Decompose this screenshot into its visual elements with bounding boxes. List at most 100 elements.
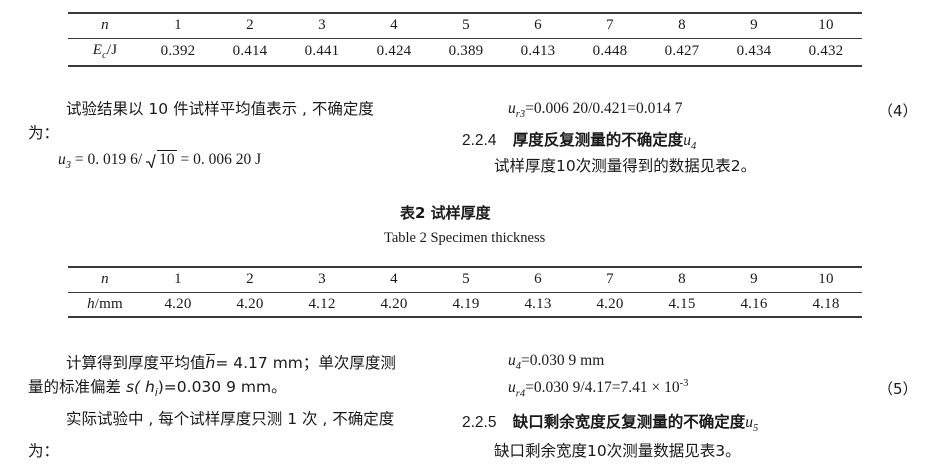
- formula-u3: u3 = 0. 019 6/ 10 = 0. 006 20 J: [58, 150, 261, 171]
- formula-ur4-body: =0.030 9/4.17=7.41 × 10: [525, 379, 680, 397]
- table2-col-7: 7: [574, 266, 646, 293]
- table1-cell: 0.414: [214, 38, 286, 67]
- sqrt-symbol: 10: [146, 150, 177, 169]
- table-header-row: n 1 2 3 4 5 6 7 8 9 10: [68, 266, 862, 293]
- table1-row-label: Ec/J: [68, 38, 142, 67]
- table1-cell: 0.432: [790, 38, 862, 67]
- left-paragraph-2-line-2: 量的标准偏差 s( hi)=0.030 9 mm。: [28, 376, 287, 401]
- table2-col-4: 4: [358, 266, 430, 293]
- table2-cell: 4.16: [718, 292, 790, 318]
- left-paragraph-2-line2-b: )=0.030 9 mm。: [157, 378, 287, 396]
- table1-row-sub: c: [102, 49, 107, 61]
- formula-u3-eq2: = 0. 006 20 J: [176, 151, 262, 168]
- table1-row-symbol: E: [92, 41, 103, 58]
- table1-col-8: 8: [646, 12, 718, 39]
- table2-col-5: 5: [430, 266, 502, 293]
- table2-cell: 4.19: [430, 292, 502, 318]
- formula-u4: u4=0.030 9 mm: [508, 352, 604, 372]
- table1-col-5: 5: [430, 12, 502, 39]
- table1-header-n: n: [68, 12, 142, 39]
- table2-cell: 4.12: [286, 292, 358, 318]
- formula-u4-sub: 4: [515, 361, 522, 373]
- left-paragraph-1-line-2: 为：: [28, 124, 60, 142]
- formula-u3-symbol: u: [58, 151, 66, 168]
- table-header-row: n 1 2 3 4 5 6 7 8 9 10: [68, 12, 862, 39]
- heading-2-2-4-number: 2.2.4: [462, 132, 497, 149]
- formula-ur3-sub: r3: [515, 109, 526, 121]
- table1-cell: 0.424: [358, 38, 430, 67]
- table1-col-10: 10: [790, 12, 862, 39]
- formula-u4-body: =0.030 9 mm: [521, 352, 605, 369]
- paragraph-2-2-4: 试样厚度10次测量得到的数据见表2。: [494, 157, 757, 175]
- radical-tick-icon: [146, 154, 156, 168]
- table1-cell: 0.448: [574, 38, 646, 67]
- formula-ur4: ur4=0.030 9/4.17=7.41 × 10-3: [508, 378, 688, 399]
- table2-header-n: n: [68, 266, 142, 293]
- table2-row-unit: /mm: [94, 295, 123, 312]
- table2-col-3: 3: [286, 266, 358, 293]
- heading-2-2-4-symbol-sub: 4: [690, 141, 697, 153]
- equation-number-4: （4）: [878, 102, 918, 120]
- table1-col-9: 9: [718, 12, 790, 39]
- formula-ur3-body: =0.006 20/0.421=0.014 7: [525, 100, 683, 117]
- left-paragraph-2-text-a: 计算得到厚度平均值: [66, 354, 206, 372]
- heading-2-2-5-symbol-sub: 5: [752, 423, 759, 435]
- heading-2-2-4-symbol: u: [683, 132, 691, 149]
- table1-cell: 0.413: [502, 38, 574, 67]
- table2-col-1: 1: [142, 266, 214, 293]
- left-paragraph-2-line2-a: 量的标准偏差: [28, 378, 126, 396]
- table1-row-unit: /J: [106, 41, 118, 58]
- mean-thickness-overbar: h: [205, 354, 216, 372]
- table2-cell: 4.20: [142, 292, 214, 318]
- heading-2-2-5-number: 2.2.5: [462, 414, 497, 431]
- table2-cell: 4.20: [214, 292, 286, 318]
- table1-cell: 0.392: [142, 38, 214, 67]
- table2-col-9: 9: [718, 266, 790, 293]
- formula-u4-symbol: u: [508, 352, 516, 369]
- table2-col-10: 10: [790, 266, 862, 293]
- table2-row-label: h/mm: [68, 292, 142, 318]
- heading-2-2-4-title: 厚度反复测量的不确定度: [512, 131, 684, 149]
- formula-ur3: ur3=0.006 20/0.421=0.014 7: [508, 100, 683, 120]
- heading-2-2-5-symbol: u: [745, 414, 753, 431]
- table2-cell: 4.20: [358, 292, 430, 318]
- table1-cell: 0.441: [286, 38, 358, 67]
- table1-col-1: 1: [142, 12, 214, 39]
- left-paragraph-3-line-1: 实际试验中 , 每个试样厚度只测 1 次 , 不确定度: [66, 410, 395, 428]
- table2-cell: 4.20: [574, 292, 646, 318]
- sqrt-radicand: 10: [157, 150, 177, 168]
- table2-cell: 4.18: [790, 292, 862, 318]
- table2-caption-cn: 表2 试样厚度: [400, 204, 491, 222]
- table2-cell: 4.13: [502, 292, 574, 318]
- std-dev-formula-sub: i: [154, 387, 158, 400]
- equation-number-5: （5）: [878, 380, 918, 398]
- formula-u3-sub: 3: [65, 160, 72, 172]
- table2-col-6: 6: [502, 266, 574, 293]
- table2-col-2: 2: [214, 266, 286, 293]
- formula-ur4-symbol: u: [508, 379, 516, 397]
- table1-col-6: 6: [502, 12, 574, 39]
- table-row: Ec/J 0.392 0.414 0.441 0.424 0.389 0.413…: [68, 38, 862, 67]
- table2-caption-en: Table 2 Specimen thickness: [384, 230, 546, 246]
- std-dev-formula: s( h: [125, 378, 155, 396]
- left-paragraph-2-text-b: = 4.17 mm；单次厚度测: [215, 354, 396, 372]
- table1-cell: 0.434: [718, 38, 790, 67]
- formula-ur3-symbol: u: [508, 100, 516, 117]
- table1-col-4: 4: [358, 12, 430, 39]
- table2-row-symbol: h: [87, 295, 95, 312]
- heading-2-2-4: 2.2.4 厚度反复测量的不确定度u4: [462, 128, 696, 152]
- heading-2-2-5-title: 缺口剩余宽度反复测量的不确定度: [512, 413, 746, 431]
- table1-col-3: 3: [286, 12, 358, 39]
- heading-2-2-5: 2.2.5 缺口剩余宽度反复测量的不确定度u5: [462, 410, 758, 434]
- table1-col-2: 2: [214, 12, 286, 39]
- table1-cell: 0.427: [646, 38, 718, 67]
- impact-energy-table: n 1 2 3 4 5 6 7 8 9 10 Ec/J 0.392 0.414 …: [68, 12, 862, 67]
- formula-u3-eq1: = 0. 019 6/: [71, 151, 143, 168]
- left-paragraph-3-line-2: 为：: [28, 442, 60, 460]
- table1-col-7: 7: [574, 12, 646, 39]
- table1-cell: 0.389: [430, 38, 502, 67]
- table2-cell: 4.15: [646, 292, 718, 318]
- left-paragraph-1-line-1: 试验结果以 10 件试样平均值表示 , 不确定度: [66, 100, 374, 118]
- left-paragraph-2-line-1: 计算得到厚度平均值h= 4.17 mm；单次厚度测: [66, 352, 396, 374]
